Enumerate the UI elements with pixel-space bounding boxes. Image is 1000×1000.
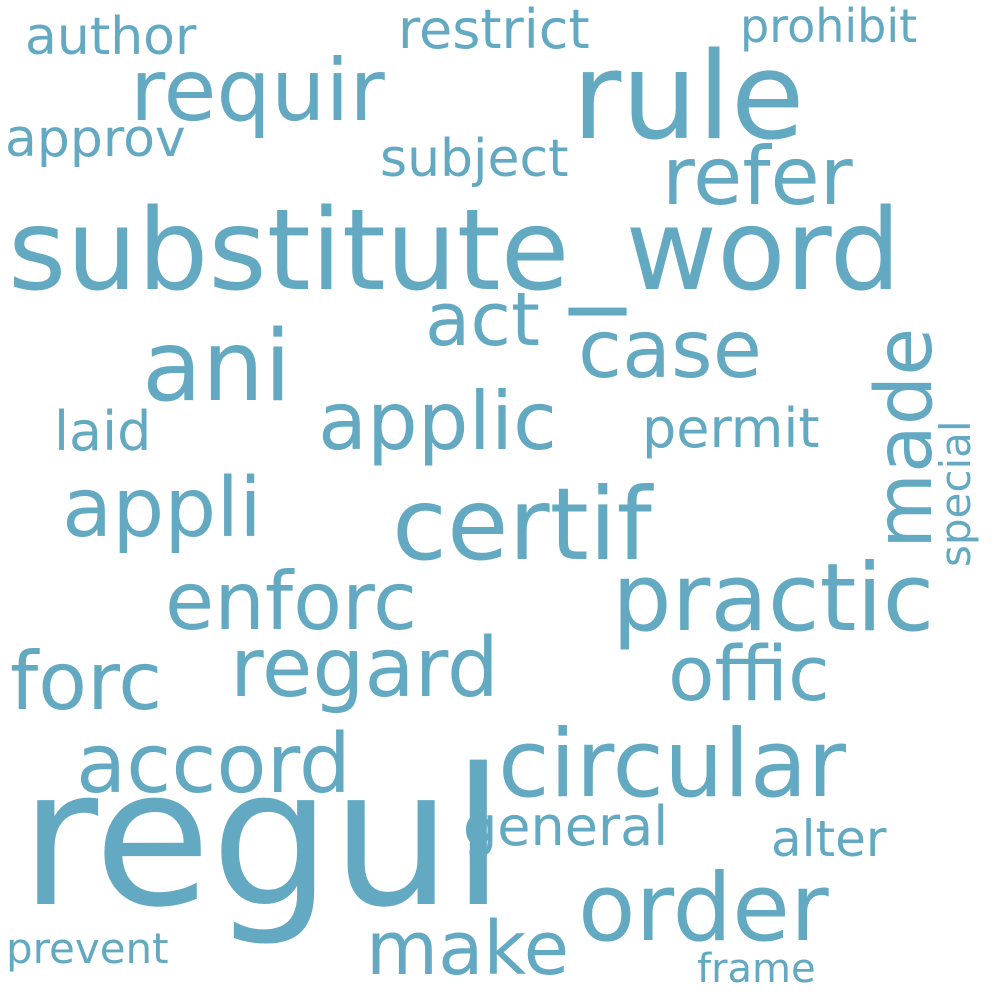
word-practic: practic [612, 544, 935, 653]
word-subject: subject [380, 129, 569, 189]
word-offic: offic [668, 629, 830, 718]
word-circular: circular [498, 710, 847, 819]
word-ani: ani [142, 310, 292, 424]
word-laid: laid [54, 400, 152, 463]
word-approv: approv [5, 109, 186, 169]
word-forc: forc [10, 635, 163, 728]
word-case: case [578, 303, 762, 396]
word-special: special [931, 420, 980, 567]
word-act: act [425, 277, 541, 363]
word-rule: rule [572, 28, 805, 167]
word-regul: regul [20, 728, 505, 949]
word-regard: regard [230, 621, 499, 716]
word-certif: certif [392, 466, 652, 583]
word-requir: requir [130, 41, 385, 141]
word-frame: frame [697, 946, 816, 992]
word-order: order [578, 854, 829, 963]
word-applic: applic [318, 375, 558, 468]
word-author: author [25, 7, 197, 67]
word-enforc: enforc [165, 555, 418, 648]
word-general: general [463, 795, 669, 858]
word-restrict: restrict [398, 0, 590, 61]
word-alter: alter [771, 810, 887, 868]
word-prohibit: prohibit [740, 0, 918, 53]
word-make: make [366, 906, 570, 992]
word-substitute-word: substitute_word [8, 186, 901, 316]
word-refer: refer [662, 130, 853, 223]
word-accord: accord [76, 717, 351, 812]
word-appli: appli [62, 461, 262, 556]
word-prevent: prevent [6, 924, 169, 973]
word-permit: permit [642, 397, 820, 460]
